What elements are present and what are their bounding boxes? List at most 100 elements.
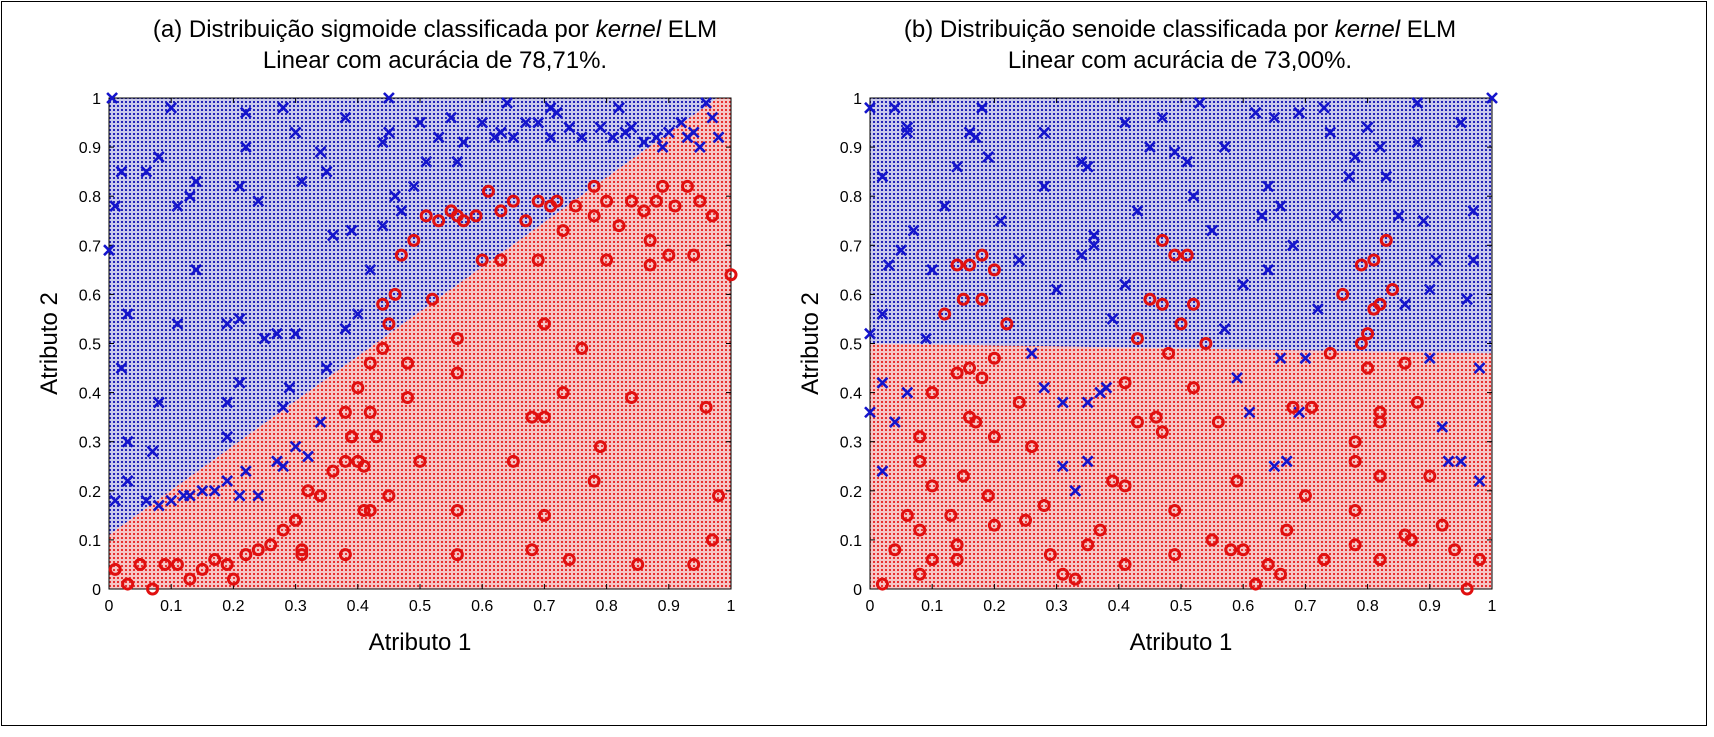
point-class-x	[1100, 381, 1113, 394]
point-class-x	[994, 214, 1007, 227]
point-class-o	[1435, 518, 1449, 532]
point-class-o	[950, 553, 964, 567]
point-class-x	[888, 416, 901, 428]
point-class-o	[363, 356, 377, 370]
point-class-o	[525, 410, 539, 424]
point-class-x	[1218, 322, 1231, 335]
point-class-o	[146, 582, 160, 596]
point-class-x	[233, 313, 246, 325]
point-class-x	[613, 101, 625, 114]
point-class-o	[938, 307, 952, 321]
point-class-x	[1423, 352, 1436, 365]
point-class-o	[600, 194, 614, 208]
point-class-x	[1274, 200, 1287, 212]
point-class-o	[1224, 543, 1238, 557]
point-class-o	[475, 253, 489, 267]
point-class-o	[1230, 474, 1244, 488]
point-class-x	[920, 332, 932, 345]
point-class-x	[864, 327, 876, 340]
point-class-x	[414, 116, 426, 129]
x-tick-label: 1	[1488, 598, 1497, 615]
point-class-x	[1038, 180, 1051, 193]
point-class-o	[1130, 332, 1144, 346]
point-class-x	[1131, 205, 1144, 217]
point-class-o	[239, 548, 253, 562]
point-class-x	[1168, 146, 1181, 158]
point-class-x	[1399, 298, 1411, 311]
point-class-o	[556, 386, 570, 400]
point-class-o	[944, 508, 958, 522]
point-class-o	[1336, 287, 1350, 301]
point-class-x	[1442, 455, 1455, 468]
point-class-x	[1237, 278, 1250, 291]
point-class-x	[1088, 239, 1100, 252]
point-class-o	[956, 469, 970, 483]
chart-b-title-italic: kernel	[1334, 16, 1401, 43]
point-class-x	[1056, 396, 1069, 409]
point-class-x	[432, 131, 445, 144]
point-class-o	[975, 371, 989, 385]
point-class-x	[407, 180, 420, 193]
y-tick-label: 0.1	[840, 533, 862, 550]
point-class-x	[1318, 101, 1330, 114]
point-class-o	[1056, 567, 1070, 581]
point-class-o	[289, 513, 303, 527]
point-class-o	[569, 199, 582, 213]
point-class-x	[289, 440, 302, 453]
point-class-o	[587, 179, 601, 193]
point-class-x	[494, 126, 507, 139]
point-class-o	[357, 503, 371, 517]
point-class-o	[1373, 553, 1387, 567]
x-tick-label: 0.1	[160, 598, 182, 615]
point-class-o	[301, 484, 315, 498]
point-class-o	[1037, 499, 1051, 513]
x-tick-label: 0.7	[533, 598, 555, 615]
point-class-x	[106, 92, 119, 104]
point-class-o	[525, 543, 539, 557]
point-class-o	[562, 553, 576, 567]
point-class-o	[531, 194, 545, 208]
x-tick-label: 0.6	[1232, 598, 1254, 615]
point-class-x	[351, 308, 364, 320]
x-tick-label: 0.9	[658, 598, 680, 615]
point-class-x	[152, 151, 165, 163]
point-class-x	[140, 494, 153, 507]
point-class-o	[295, 543, 309, 557]
point-class-o	[450, 548, 464, 562]
y-tick-label: 0.7	[79, 238, 101, 255]
point-class-x	[190, 263, 202, 276]
point-class-o	[963, 361, 977, 375]
point-class-x	[233, 489, 246, 502]
point-class-x	[1293, 106, 1306, 119]
point-class-o	[913, 523, 927, 537]
point-class-x	[1411, 136, 1424, 149]
point-class-o	[1367, 253, 1381, 267]
point-class-o	[643, 258, 657, 272]
point-class-o	[624, 194, 638, 208]
point-class-x	[1268, 460, 1281, 473]
point-class-o	[913, 567, 927, 581]
x-tick-label: 0.8	[595, 598, 617, 615]
point-class-x	[1411, 96, 1424, 109]
point-class-o	[313, 489, 327, 503]
point-class-o	[1093, 523, 1107, 537]
point-class-o	[712, 489, 726, 503]
y-tick-label: 0.7	[840, 238, 862, 255]
y-tick-label: 0.1	[79, 533, 101, 550]
point-class-x	[895, 244, 908, 257]
point-class-o	[975, 292, 989, 306]
point-class-o	[170, 557, 184, 571]
point-class-o	[519, 214, 533, 228]
point-class-o	[687, 557, 701, 571]
point-class-x	[1181, 155, 1194, 168]
point-class-x	[656, 141, 669, 154]
point-class-x	[239, 465, 252, 478]
point-class-o	[506, 194, 520, 208]
point-class-x	[320, 362, 333, 374]
x-tick-label: 0	[866, 598, 875, 615]
point-class-x	[1324, 126, 1337, 139]
point-class-x	[420, 155, 433, 168]
point-class-o	[425, 292, 439, 306]
point-class-o	[1174, 317, 1188, 331]
